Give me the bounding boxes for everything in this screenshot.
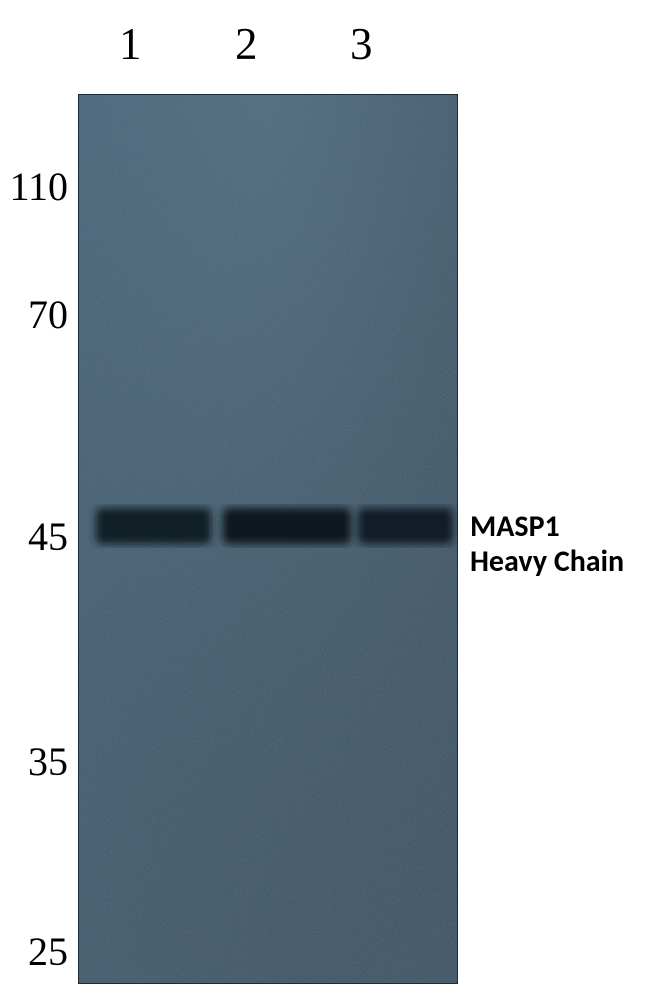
protein-label-line-1: MASP1: [470, 510, 624, 545]
lane-1-label: 1: [119, 18, 142, 70]
protein-label: MASP1 Heavy Chain: [470, 510, 624, 579]
lane-3-label: 3: [350, 18, 373, 70]
band-row: [96, 508, 453, 544]
mw-25: 25: [28, 928, 68, 975]
band-lane-2: [223, 508, 351, 544]
blot-background: [78, 94, 458, 984]
mw-35: 35: [28, 738, 68, 785]
band-lane-3: [358, 508, 453, 544]
protein-label-line-2: Heavy Chain: [470, 545, 624, 580]
blot-membrane: [78, 94, 458, 984]
lane-2-label: 2: [235, 18, 258, 70]
mw-45: 45: [28, 513, 68, 560]
band-lane-1: [96, 508, 211, 544]
western-blot-figure: 1 2 3 110 70 45 35 25: [0, 0, 650, 1000]
mw-70: 70: [28, 291, 68, 338]
mw-110: 110: [9, 163, 68, 210]
